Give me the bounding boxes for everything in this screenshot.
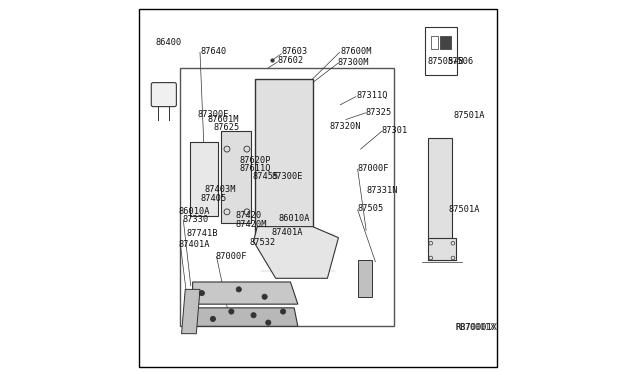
Text: 87330: 87330 [182,215,209,224]
Text: 87455: 87455 [253,172,279,181]
Bar [255,79,312,241]
Bar [190,142,218,215]
Text: 87300E: 87300E [271,172,303,181]
Text: 87505+B: 87505+B [427,57,464,66]
Bar [440,36,451,49]
Text: 87602: 87602 [278,56,304,65]
Text: 87401A: 87401A [271,228,303,237]
Text: 87600M: 87600M [340,47,372,56]
Polygon shape [195,308,298,326]
Circle shape [262,294,268,299]
Text: 87620P: 87620P [239,155,271,165]
Text: 87300M: 87300M [338,58,369,67]
Text: 87401A: 87401A [179,240,211,249]
Text: 87505: 87505 [358,204,384,214]
Polygon shape [253,227,339,278]
Text: 87403M: 87403M [205,185,236,194]
Text: 87611Q: 87611Q [239,164,271,173]
Text: 87501A: 87501A [449,205,480,215]
Text: RB70001X: RB70001X [456,323,498,331]
Circle shape [251,312,256,318]
Text: 86010A: 86010A [278,214,310,223]
Polygon shape [358,260,372,297]
Text: 87640: 87640 [200,47,227,56]
Text: 87320N: 87320N [329,122,361,131]
Text: 86400: 86400 [156,38,182,46]
Text: 87741B: 87741B [186,230,218,238]
Text: 87331N: 87331N [366,186,397,195]
Text: 87000F: 87000F [216,251,248,261]
Circle shape [236,287,241,292]
Text: 87300E: 87300E [197,109,229,119]
Circle shape [229,309,234,314]
Text: 87325: 87325 [365,108,391,117]
Text: 87420M: 87420M [236,220,268,229]
Text: 87000F: 87000F [358,164,389,173]
Circle shape [211,316,216,321]
Text: 86010A: 86010A [179,207,211,217]
Bar [425,27,456,75]
Polygon shape [193,282,298,304]
FancyBboxPatch shape [151,83,177,107]
Polygon shape [182,289,200,334]
Bar [180,68,394,326]
Bar [221,131,252,223]
Text: 87532: 87532 [249,238,275,247]
Text: 87601M: 87601M [207,115,239,124]
Text: 87301: 87301 [381,126,408,135]
Polygon shape [428,238,456,260]
Circle shape [280,309,285,314]
Text: 87420: 87420 [236,211,262,220]
Text: 87603: 87603 [281,47,307,56]
Text: 87625: 87625 [214,123,240,132]
Text: 87501A: 87501A [454,111,485,121]
Text: RB70001X: RB70001X [456,323,496,331]
Text: 87311Q: 87311Q [356,91,388,100]
Bar [428,138,452,241]
Text: 87506: 87506 [447,57,474,66]
Bar [431,36,438,49]
Circle shape [199,291,204,296]
Text: 87405: 87405 [200,195,227,203]
Circle shape [266,320,271,325]
